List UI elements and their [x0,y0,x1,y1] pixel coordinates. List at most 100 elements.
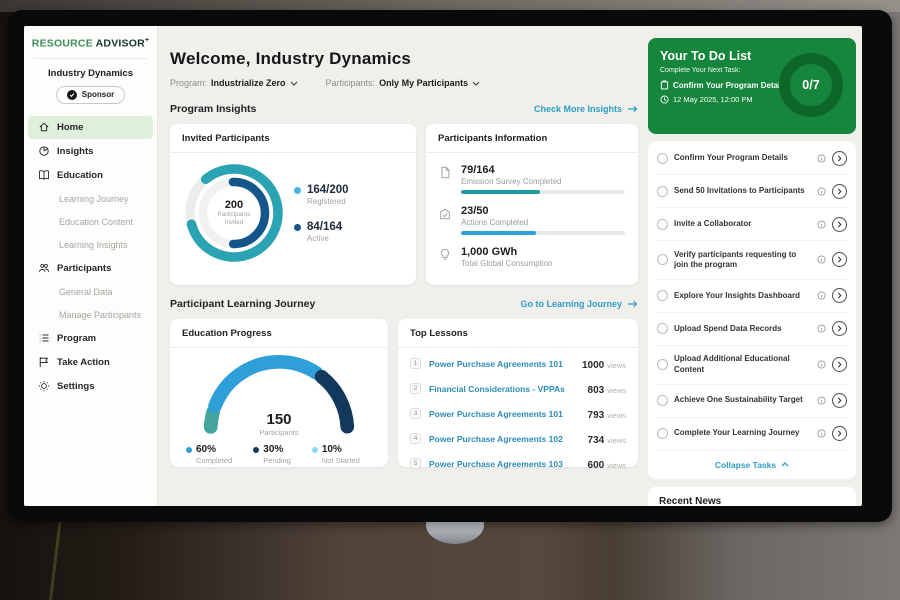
sidebar-item-take-action[interactable]: Take Action [28,351,153,374]
card-title: Education Progress [182,328,272,339]
sidebar-item-learning-insights[interactable]: Learning Insights [59,239,128,250]
task-open-button[interactable] [832,252,847,268]
task-row: Confirm Your Program Details [657,142,847,175]
card-title: Top Lessons [410,328,468,339]
education-gauge-chart: 150 Participants [181,354,377,437]
task-row: Verify participants requesting to join t… [657,241,847,280]
sidebar-item-program[interactable]: Program [28,327,153,350]
todo-header-panel: Your To Do List Complete Your Next Task:… [648,38,856,134]
org-name: Industry Dynamics [48,67,133,79]
info-icon[interactable] [817,186,826,196]
go-to-learning-journey-link[interactable]: Go to Learning Journey [520,299,638,309]
sidebar-item-manage-participants[interactable]: Manage Participants [59,309,142,320]
program-dropdown[interactable]: Program: Industrialize Zero [170,78,298,88]
app-logo[interactable]: RESOURCE ADVISOR+ [31,37,150,50]
donut-center-value: 200 [224,198,244,211]
lesson-row[interactable]: 3 Power Purchase Agreements 101 793 views [410,401,626,426]
legend-dot [294,186,301,194]
lesson-row[interactable]: 5 Power Purchase Agreements 103 600 views [410,451,626,476]
sidebar-divider [34,57,147,59]
sidebar-item-home[interactable]: Home [28,115,153,139]
actions-icon [439,205,452,235]
sidebar-item-settings[interactable]: Settings [28,375,153,398]
task-row: Upload Spend Data Records [657,313,847,346]
legend-not-started: 10% Not Started [311,444,360,465]
legend-registered: 164/200 Registered [294,184,349,206]
task-row: Achieve One Sustainability Target [657,385,847,418]
gauge-legend: 60% Completed 30% Pending 10% Not Starte… [170,437,388,465]
task-checkbox[interactable] [657,152,668,164]
chevron-right-icon [837,361,842,368]
page-title: Welcome, Industry Dynamics [170,49,412,68]
education-progress-card: Education Progress 150 Par [170,319,388,467]
invited-donut-chart: 200 Participants Invited [182,161,286,265]
stat-global-consumption: 1,000 GWh Total Global Consumption [426,235,638,268]
card-title: Invited Participants [182,133,270,144]
bulb-icon [439,246,452,268]
todo-progress-ring: 0/7 [779,53,843,117]
lesson-row[interactable]: 2 Financial Considerations - VPPAs 803 vi… [410,376,626,401]
task-open-button[interactable] [832,183,847,199]
task-checkbox[interactable] [657,428,668,440]
top-lessons-card: Top Lessons 1 Power Purchase Agreements … [398,319,638,471]
next-task-label: Confirm Your Program Details [673,80,787,90]
info-icon[interactable] [817,429,826,438]
task-checkbox[interactable] [657,185,668,197]
recent-news-card: Recent News [648,486,856,506]
task-checkbox[interactable] [657,218,668,230]
sidebar-item-learning-journey[interactable]: Learning Journey [59,193,129,204]
legend-active: 84/164 Active [294,221,349,243]
info-icon[interactable] [817,255,826,264]
learning-journey-heading: Participant Learning Journey [170,298,316,310]
task-checkbox[interactable] [657,359,668,371]
lesson-link[interactable]: Power Purchase Agreements 103 [429,458,563,469]
sidebar-item-insights[interactable]: Insights [28,140,153,163]
lesson-link[interactable]: Power Purchase Agreements 101 [429,408,563,419]
task-checkbox[interactable] [657,323,668,335]
task-checkbox[interactable] [657,254,668,266]
sidebar-item-education-content[interactable]: Education Content [59,216,134,227]
chevron-right-icon [837,188,842,194]
chevron-right-icon [837,221,842,227]
chevron-up-icon [781,462,789,467]
lesson-link[interactable]: Power Purchase Agreements 101 [429,358,563,369]
participants-dropdown[interactable]: Participants: Only My Participants [326,78,481,88]
chevron-right-icon [837,155,842,161]
filter-bar: Program: Industrialize Zero Participants… [170,78,638,88]
task-row: Explore Your Insights Dashboard [657,280,847,313]
invited-participants-card: Invited Participants [170,124,416,285]
take-action-icon [39,357,49,367]
task-checkbox[interactable] [657,290,668,302]
chevron-right-icon [837,397,842,404]
info-icon[interactable] [817,219,826,229]
check-more-insights-link[interactable]: Check More Insights [534,104,638,114]
info-icon[interactable] [817,291,826,300]
lesson-link[interactable]: Financial Considerations - VPPAs [429,383,565,394]
arrow-right-icon [628,300,638,308]
program-insights-heading: Program Insights [170,103,257,115]
task-open-button[interactable] [832,393,847,409]
lesson-row[interactable]: 4 Power Purchase Agreements 102 734 views [410,426,626,451]
task-open-button[interactable] [832,357,847,373]
task-open-button[interactable] [832,288,847,304]
info-icon[interactable] [817,324,826,333]
task-open-button[interactable] [832,426,847,442]
collapse-tasks-link[interactable]: Collapse Tasks [657,451,847,476]
task-open-button[interactable] [832,150,847,166]
home-icon [39,122,49,132]
info-icon[interactable] [817,153,826,163]
settings-icon [38,380,50,392]
lesson-link[interactable]: Power Purchase Agreements 102 [429,433,563,444]
task-open-button[interactable] [832,321,847,337]
stat-emission-survey: 79/164 Emission Survey Completed [426,153,638,194]
task-open-button[interactable] [832,216,847,232]
info-icon[interactable] [817,396,826,405]
lesson-row[interactable]: 1 Power Purchase Agreements 101 1000 view… [410,351,626,376]
participants-information-card: Participants Information 79/164 Emission… [426,124,638,285]
task-checkbox[interactable] [657,395,668,407]
center-column: Welcome, Industry Dynamics Program: Indu… [170,36,638,506]
sidebar-item-participants[interactable]: Participants [28,257,153,280]
info-icon[interactable] [817,360,826,369]
sidebar-item-general-data[interactable]: General Data [59,286,113,297]
sidebar-item-education[interactable]: Education [28,164,153,187]
